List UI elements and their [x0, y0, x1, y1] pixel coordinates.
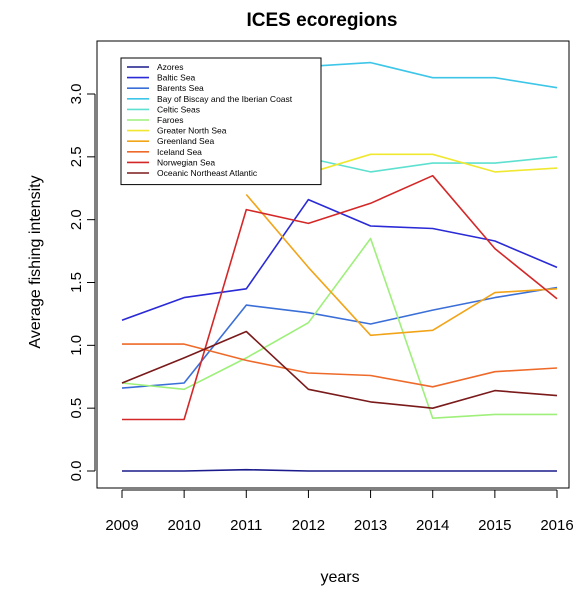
series-line [122, 174, 558, 421]
x-tick-label: 2016 [540, 517, 573, 534]
x-tick-label: 2015 [478, 517, 511, 534]
series-layer [121, 61, 558, 472]
legend-label: Faroes [157, 115, 183, 125]
y-tick-label: 0.0 [68, 461, 85, 482]
legend-label: Greater North Sea [157, 126, 227, 136]
legend-label: Celtic Seas [157, 104, 200, 114]
y-tick-label: 1.0 [68, 335, 85, 356]
x-tick-label: 2010 [167, 517, 200, 534]
series-line [121, 330, 558, 410]
legend-label: Norwegian Sea [157, 157, 215, 167]
legend-label: Oceanic Northeast Atlantic [157, 168, 258, 178]
legend-label: Barents Sea [157, 83, 204, 93]
x-tick-label: 2011 [230, 517, 262, 534]
legend-label: Baltic Sea [157, 73, 196, 83]
series-line [245, 193, 558, 337]
legend-label: Greenland Sea [157, 136, 214, 146]
x-tick-label: 2013 [354, 517, 387, 534]
y-tick-label: 1.5 [68, 272, 85, 293]
y-axis-title: Average fishing intensity [27, 175, 44, 348]
legend-label: Azores [157, 62, 183, 72]
legend-label: Iceland Sea [157, 147, 202, 157]
series-line [308, 156, 558, 173]
axes-layer: 2009 2010 2011 2012 2013 2014 2015 2016 0.0 0.5 1.… [68, 84, 574, 534]
plot-frame [96, 40, 570, 489]
x-axis-title: years [320, 569, 359, 586]
x-tick-label: 2014 [416, 517, 449, 534]
series-line [122, 468, 557, 472]
y-tick-label: 2.0 [68, 209, 85, 230]
legend-label: Bay of Biscay and the Iberian Coast [157, 94, 293, 104]
y-tick-label: 3.0 [68, 84, 85, 105]
legend-box [120, 57, 322, 186]
series-line [308, 61, 558, 89]
series-line [122, 343, 558, 388]
chart-title: ICES ecoregions [247, 10, 398, 31]
y-tick-label: 0.5 [68, 398, 85, 419]
x-tick-label: 2009 [105, 517, 138, 534]
x-tick-label: 2012 [292, 517, 325, 534]
y-tick-label: 2.5 [68, 146, 85, 167]
series-line [308, 153, 558, 174]
